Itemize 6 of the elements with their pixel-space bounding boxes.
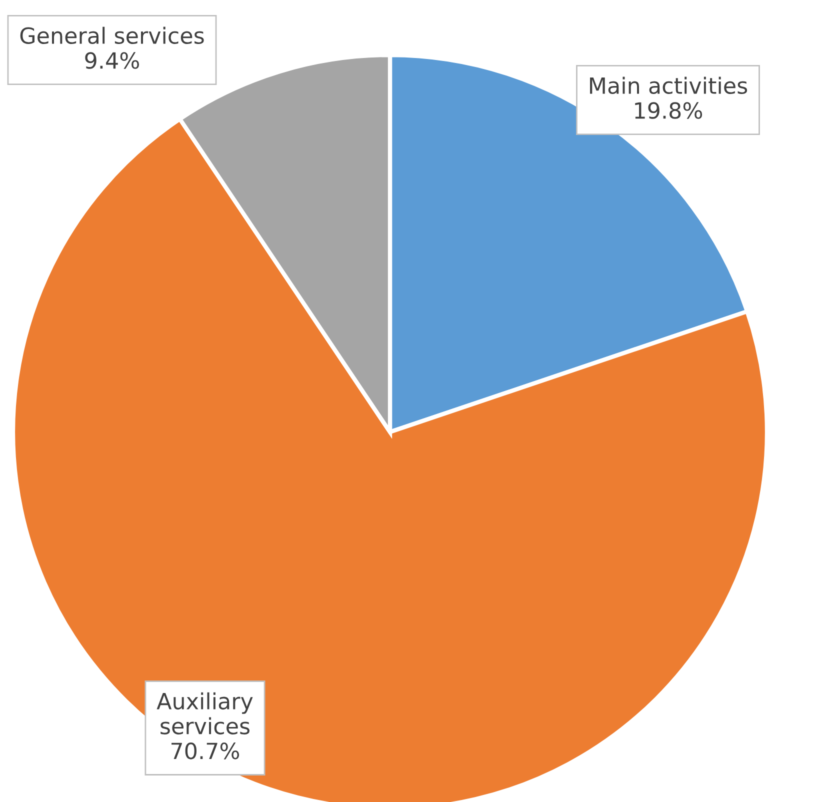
data-label: 19.8% (635, 102, 702, 119)
slice-label: Auxiliary services (156, 692, 253, 734)
slice-label: Main activities (590, 76, 748, 94)
data-label: 70.7% (172, 742, 240, 760)
slice-label: General services (20, 26, 204, 44)
data-label: 9.4% (85, 52, 139, 69)
